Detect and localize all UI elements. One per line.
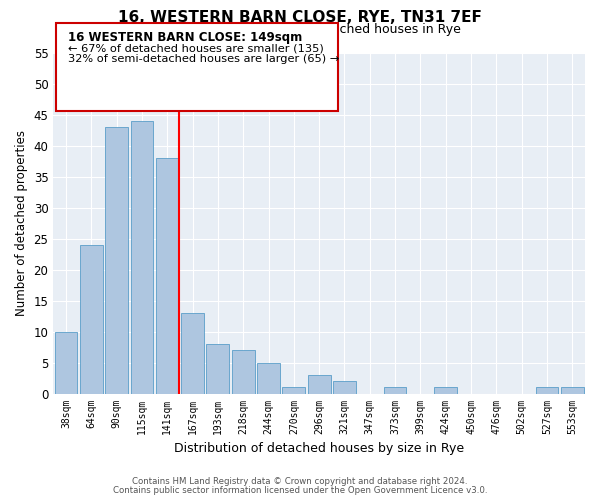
Y-axis label: Number of detached properties: Number of detached properties — [15, 130, 28, 316]
Bar — [333, 381, 356, 394]
Bar — [55, 332, 77, 394]
Bar — [561, 388, 584, 394]
Bar — [257, 362, 280, 394]
Text: ← 67% of detached houses are smaller (135): ← 67% of detached houses are smaller (13… — [68, 43, 323, 53]
Text: Contains HM Land Registry data © Crown copyright and database right 2024.: Contains HM Land Registry data © Crown c… — [132, 477, 468, 486]
Bar — [156, 158, 179, 394]
Bar — [206, 344, 229, 394]
Bar — [131, 120, 154, 394]
Text: 32% of semi-detached houses are larger (65) →: 32% of semi-detached houses are larger (… — [68, 54, 339, 64]
Bar — [384, 388, 406, 394]
Bar — [283, 388, 305, 394]
Bar — [181, 313, 204, 394]
Text: 16 WESTERN BARN CLOSE: 149sqm: 16 WESTERN BARN CLOSE: 149sqm — [68, 31, 302, 44]
Text: Size of property relative to detached houses in Rye: Size of property relative to detached ho… — [140, 22, 460, 36]
Bar — [434, 388, 457, 394]
X-axis label: Distribution of detached houses by size in Rye: Distribution of detached houses by size … — [174, 442, 464, 455]
Bar — [105, 127, 128, 394]
Bar — [232, 350, 254, 394]
Bar — [308, 375, 331, 394]
Bar — [80, 244, 103, 394]
Text: Contains public sector information licensed under the Open Government Licence v3: Contains public sector information licen… — [113, 486, 487, 495]
Text: 16, WESTERN BARN CLOSE, RYE, TN31 7EF: 16, WESTERN BARN CLOSE, RYE, TN31 7EF — [118, 10, 482, 25]
Bar — [536, 388, 559, 394]
